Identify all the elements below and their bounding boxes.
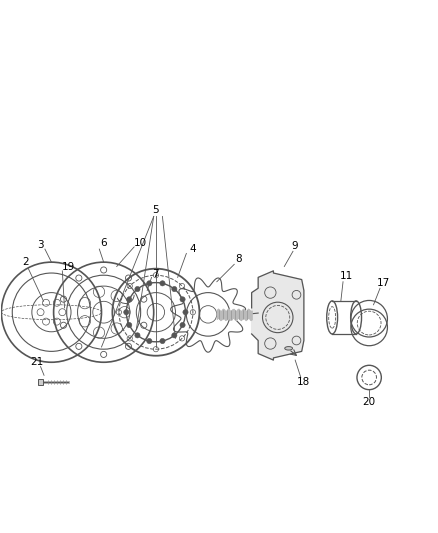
Circle shape	[180, 297, 185, 302]
Circle shape	[147, 281, 152, 286]
Text: 3: 3	[37, 240, 44, 250]
Circle shape	[127, 297, 132, 302]
Ellipse shape	[285, 346, 293, 350]
Circle shape	[160, 281, 165, 286]
Polygon shape	[252, 271, 304, 360]
Circle shape	[127, 322, 132, 328]
Circle shape	[135, 333, 140, 338]
Text: 6: 6	[100, 238, 107, 248]
Text: 19: 19	[62, 262, 75, 271]
Circle shape	[183, 310, 188, 315]
Text: 9: 9	[292, 240, 298, 251]
Text: 7: 7	[152, 269, 159, 279]
Text: 20: 20	[363, 397, 376, 407]
Text: 2: 2	[22, 257, 28, 267]
Text: 5: 5	[152, 205, 159, 215]
Text: 17: 17	[377, 278, 390, 288]
Circle shape	[172, 333, 177, 338]
Text: 4: 4	[190, 244, 196, 254]
Text: 10: 10	[134, 238, 147, 247]
Text: 8: 8	[235, 254, 242, 264]
Bar	[38, 379, 43, 385]
Circle shape	[160, 338, 165, 344]
Circle shape	[124, 310, 129, 315]
Circle shape	[135, 286, 140, 292]
Circle shape	[180, 322, 185, 328]
Circle shape	[172, 286, 177, 292]
Text: 11: 11	[340, 271, 353, 281]
Circle shape	[147, 338, 152, 344]
Text: 21: 21	[31, 357, 44, 367]
Text: 18: 18	[297, 377, 311, 387]
